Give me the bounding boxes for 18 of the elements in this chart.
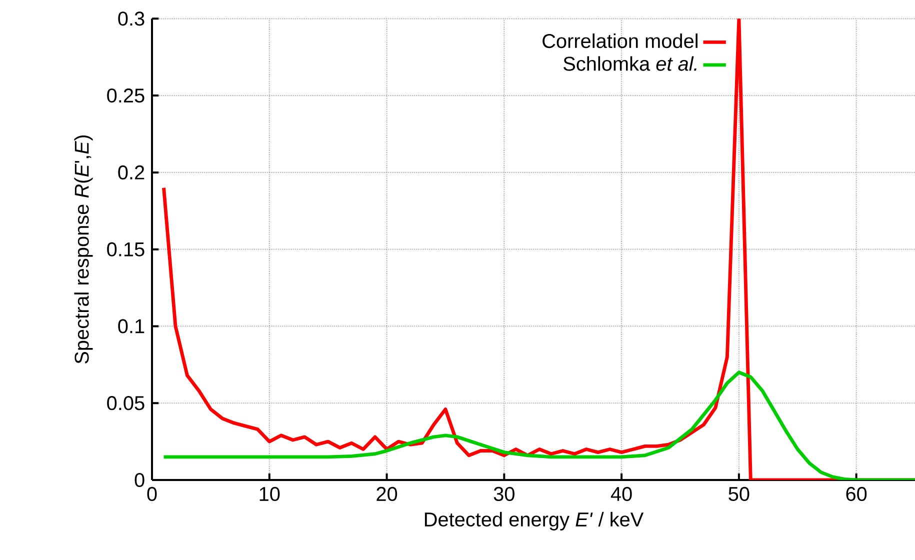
- y-tick-label: 0.05: [107, 396, 144, 410]
- y-tick-label: 0.1: [118, 319, 144, 334]
- y-tick-label: 0.3: [118, 12, 144, 26]
- y-axis-title: Spectral response R(E',E): [74, 136, 93, 364]
- x-tick-label: 40: [610, 486, 632, 502]
- legend-label: Schlomka et al.: [564, 56, 696, 71]
- x-tick-label: 30: [494, 486, 514, 502]
- x-axis-title: Detected energy E' / keV: [424, 512, 644, 530]
- legend-label: Correlation model: [542, 33, 698, 48]
- x-tick-label: 10: [260, 486, 280, 502]
- x-tick-label: 50: [728, 486, 750, 502]
- x-tick-label: 0: [147, 486, 157, 502]
- x-tick-label: 20: [376, 486, 398, 502]
- y-tick-label: 0: [134, 472, 144, 488]
- y-tick-label: 0.15: [107, 242, 144, 256]
- x-tick-label: 60: [846, 486, 867, 502]
- y-tick-label: 0.25: [107, 88, 144, 103]
- y-tick-label: 0.2: [118, 165, 144, 180]
